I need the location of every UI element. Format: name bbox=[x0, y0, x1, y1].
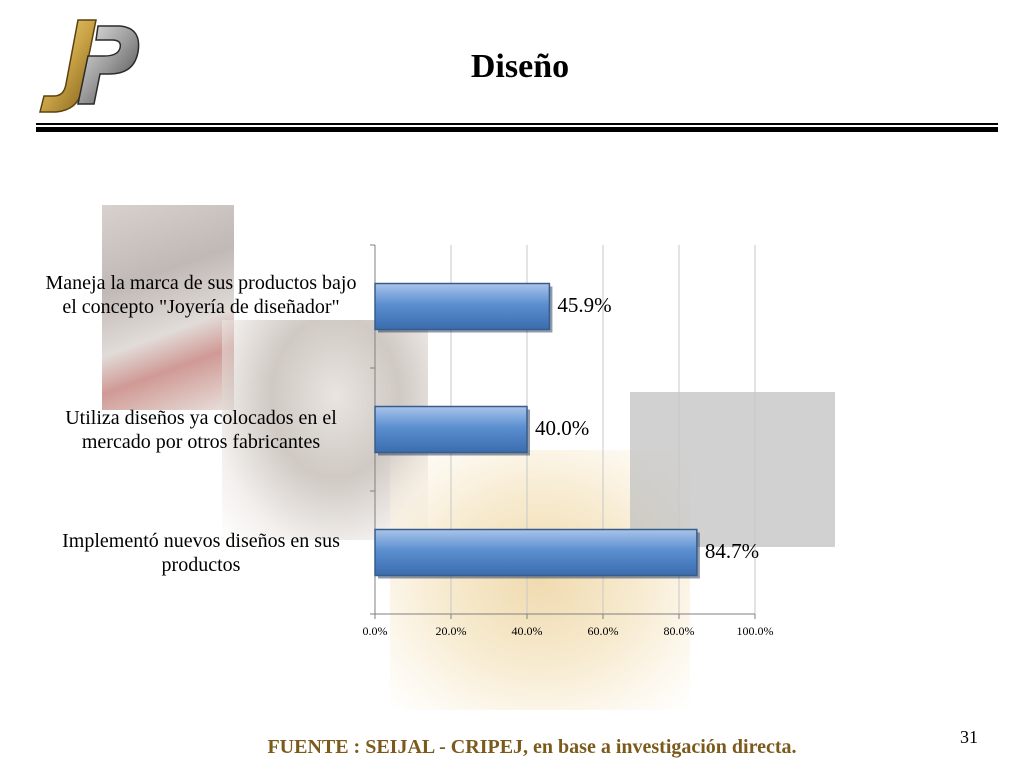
jp-logo-icon bbox=[39, 19, 140, 113]
title-divider-thick bbox=[36, 127, 998, 132]
page-title: Diseño bbox=[470, 48, 570, 85]
x-tick-label: 80.0% bbox=[663, 624, 695, 638]
bar bbox=[374, 282, 551, 331]
background-photo-sketch bbox=[630, 392, 835, 547]
title-divider-thin bbox=[36, 123, 998, 125]
x-tick-label: 0.0% bbox=[362, 624, 388, 638]
x-tick-label: 20.0% bbox=[435, 624, 467, 638]
bar bbox=[374, 528, 698, 577]
x-tick-label: 40.0% bbox=[511, 624, 543, 638]
category-label: Utiliza diseños ya colocados en el merca… bbox=[65, 406, 337, 453]
bar-value-label: 84.7% bbox=[704, 538, 760, 563]
category-label: Implementó nuevos diseños en sus product… bbox=[62, 529, 340, 576]
page-number: 31 bbox=[960, 727, 978, 747]
x-tick-label: 60.0% bbox=[587, 624, 619, 638]
category-label: Maneja la marca de sus productos bajo el… bbox=[45, 271, 357, 318]
bar-value-label: 45.9% bbox=[557, 292, 612, 317]
background-photo-boy bbox=[102, 205, 234, 410]
x-tick-label: 100.0% bbox=[736, 624, 774, 638]
bar bbox=[374, 405, 528, 454]
bar-value-label: 40.0% bbox=[535, 415, 590, 440]
source-note: FUENTE : SEIJAL - CRIPEJ, en base a inve… bbox=[267, 736, 797, 758]
